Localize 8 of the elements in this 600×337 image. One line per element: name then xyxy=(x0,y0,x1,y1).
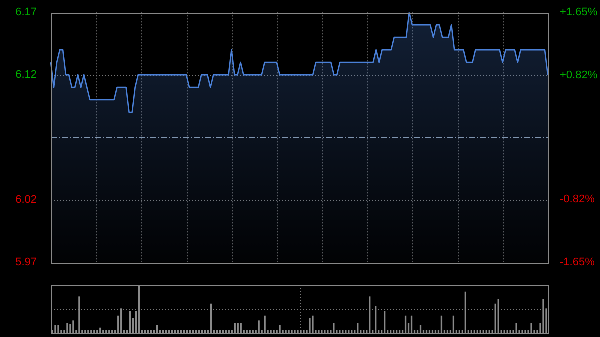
y2-tick-label: +0.82% xyxy=(560,69,598,82)
y-tick-label: 6.02 xyxy=(16,194,37,206)
y2-tick-label: +1.65% xyxy=(560,6,598,19)
y2-tick-label: -0.82% xyxy=(560,194,596,206)
y-tick-label: 5.97 xyxy=(16,256,37,268)
y-tick-label: 6.12 xyxy=(16,69,37,82)
y2-tick-label: -1.65% xyxy=(560,256,596,268)
y-tick-label: 6.17 xyxy=(16,6,37,19)
